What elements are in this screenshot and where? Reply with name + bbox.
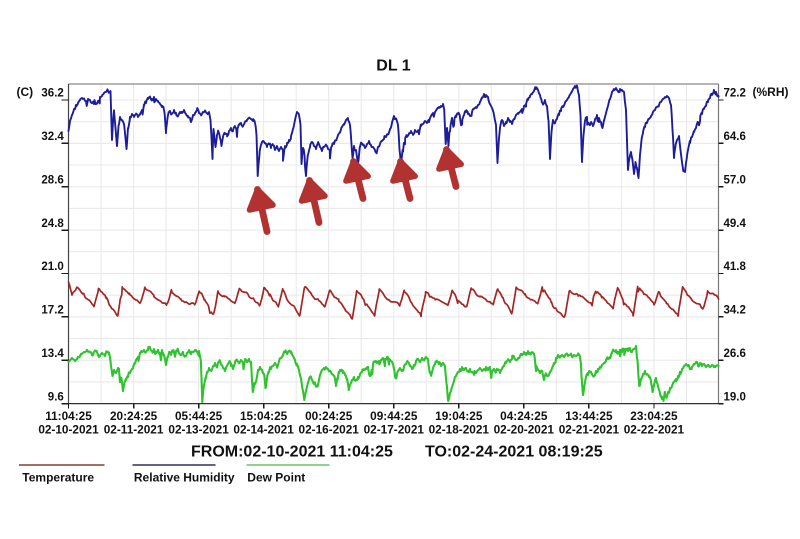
svg-text:72.2: 72.2 xyxy=(724,88,746,100)
svg-text:Temperature: Temperature xyxy=(22,471,94,485)
svg-text:02-13-2021: 02-13-2021 xyxy=(168,423,229,437)
svg-text:41.8: 41.8 xyxy=(724,261,747,273)
svg-text:17.2: 17.2 xyxy=(41,305,63,317)
svg-text:00:24:25: 00:24:25 xyxy=(305,409,353,423)
svg-text:32.4: 32.4 xyxy=(41,131,64,143)
svg-text:34.2: 34.2 xyxy=(724,305,746,317)
svg-text:20:24:25: 20:24:25 xyxy=(110,409,158,423)
svg-text:Relative Humidity: Relative Humidity xyxy=(134,471,235,485)
svg-text:23:04:25: 23:04:25 xyxy=(630,409,678,423)
svg-text:02-17-2021: 02-17-2021 xyxy=(364,423,425,437)
svg-text:15:04:25: 15:04:25 xyxy=(240,409,288,423)
svg-text:49.4: 49.4 xyxy=(724,218,747,230)
svg-text:24.8: 24.8 xyxy=(41,218,64,230)
svg-text:19:04:25: 19:04:25 xyxy=(435,409,483,423)
svg-text:(%RH): (%RH) xyxy=(753,85,789,99)
svg-text:36.2: 36.2 xyxy=(41,88,63,100)
svg-text:09:44:25: 09:44:25 xyxy=(370,409,418,423)
svg-text:11:04:25: 11:04:25 xyxy=(45,409,92,423)
svg-text:02-22-2021: 02-22-2021 xyxy=(624,423,685,437)
svg-text:05:44:25: 05:44:25 xyxy=(175,409,223,423)
svg-text:19.0: 19.0 xyxy=(724,391,746,403)
svg-text:13.4: 13.4 xyxy=(41,348,64,360)
svg-text:21.0: 21.0 xyxy=(41,261,63,273)
svg-text:02-21-2021: 02-21-2021 xyxy=(559,423,620,437)
svg-text:FROM:02-10-2021 11:04:25: FROM:02-10-2021 11:04:25 xyxy=(191,444,393,461)
svg-text:02-16-2021: 02-16-2021 xyxy=(299,423,360,437)
svg-text:02-20-2021: 02-20-2021 xyxy=(494,423,555,437)
svg-text:57.0: 57.0 xyxy=(724,174,746,186)
svg-text:13:44:25: 13:44:25 xyxy=(565,409,613,423)
svg-text:02-18-2021: 02-18-2021 xyxy=(429,423,490,437)
svg-text:02-10-2021: 02-10-2021 xyxy=(38,423,99,437)
svg-text:02-11-2021: 02-11-2021 xyxy=(104,423,164,437)
svg-text:Dew Point: Dew Point xyxy=(247,471,305,485)
svg-text:9.6: 9.6 xyxy=(48,391,64,403)
svg-text:(C): (C) xyxy=(17,85,34,99)
svg-text:TO:02-24-2021 08:19:25: TO:02-24-2021 08:19:25 xyxy=(425,444,603,461)
svg-text:64.6: 64.6 xyxy=(724,131,746,143)
svg-text:DL 1: DL 1 xyxy=(376,58,410,75)
svg-text:04:24:25: 04:24:25 xyxy=(500,409,548,423)
svg-text:02-14-2021: 02-14-2021 xyxy=(233,423,294,437)
svg-text:28.6: 28.6 xyxy=(41,174,63,186)
svg-text:26.6: 26.6 xyxy=(724,348,746,360)
